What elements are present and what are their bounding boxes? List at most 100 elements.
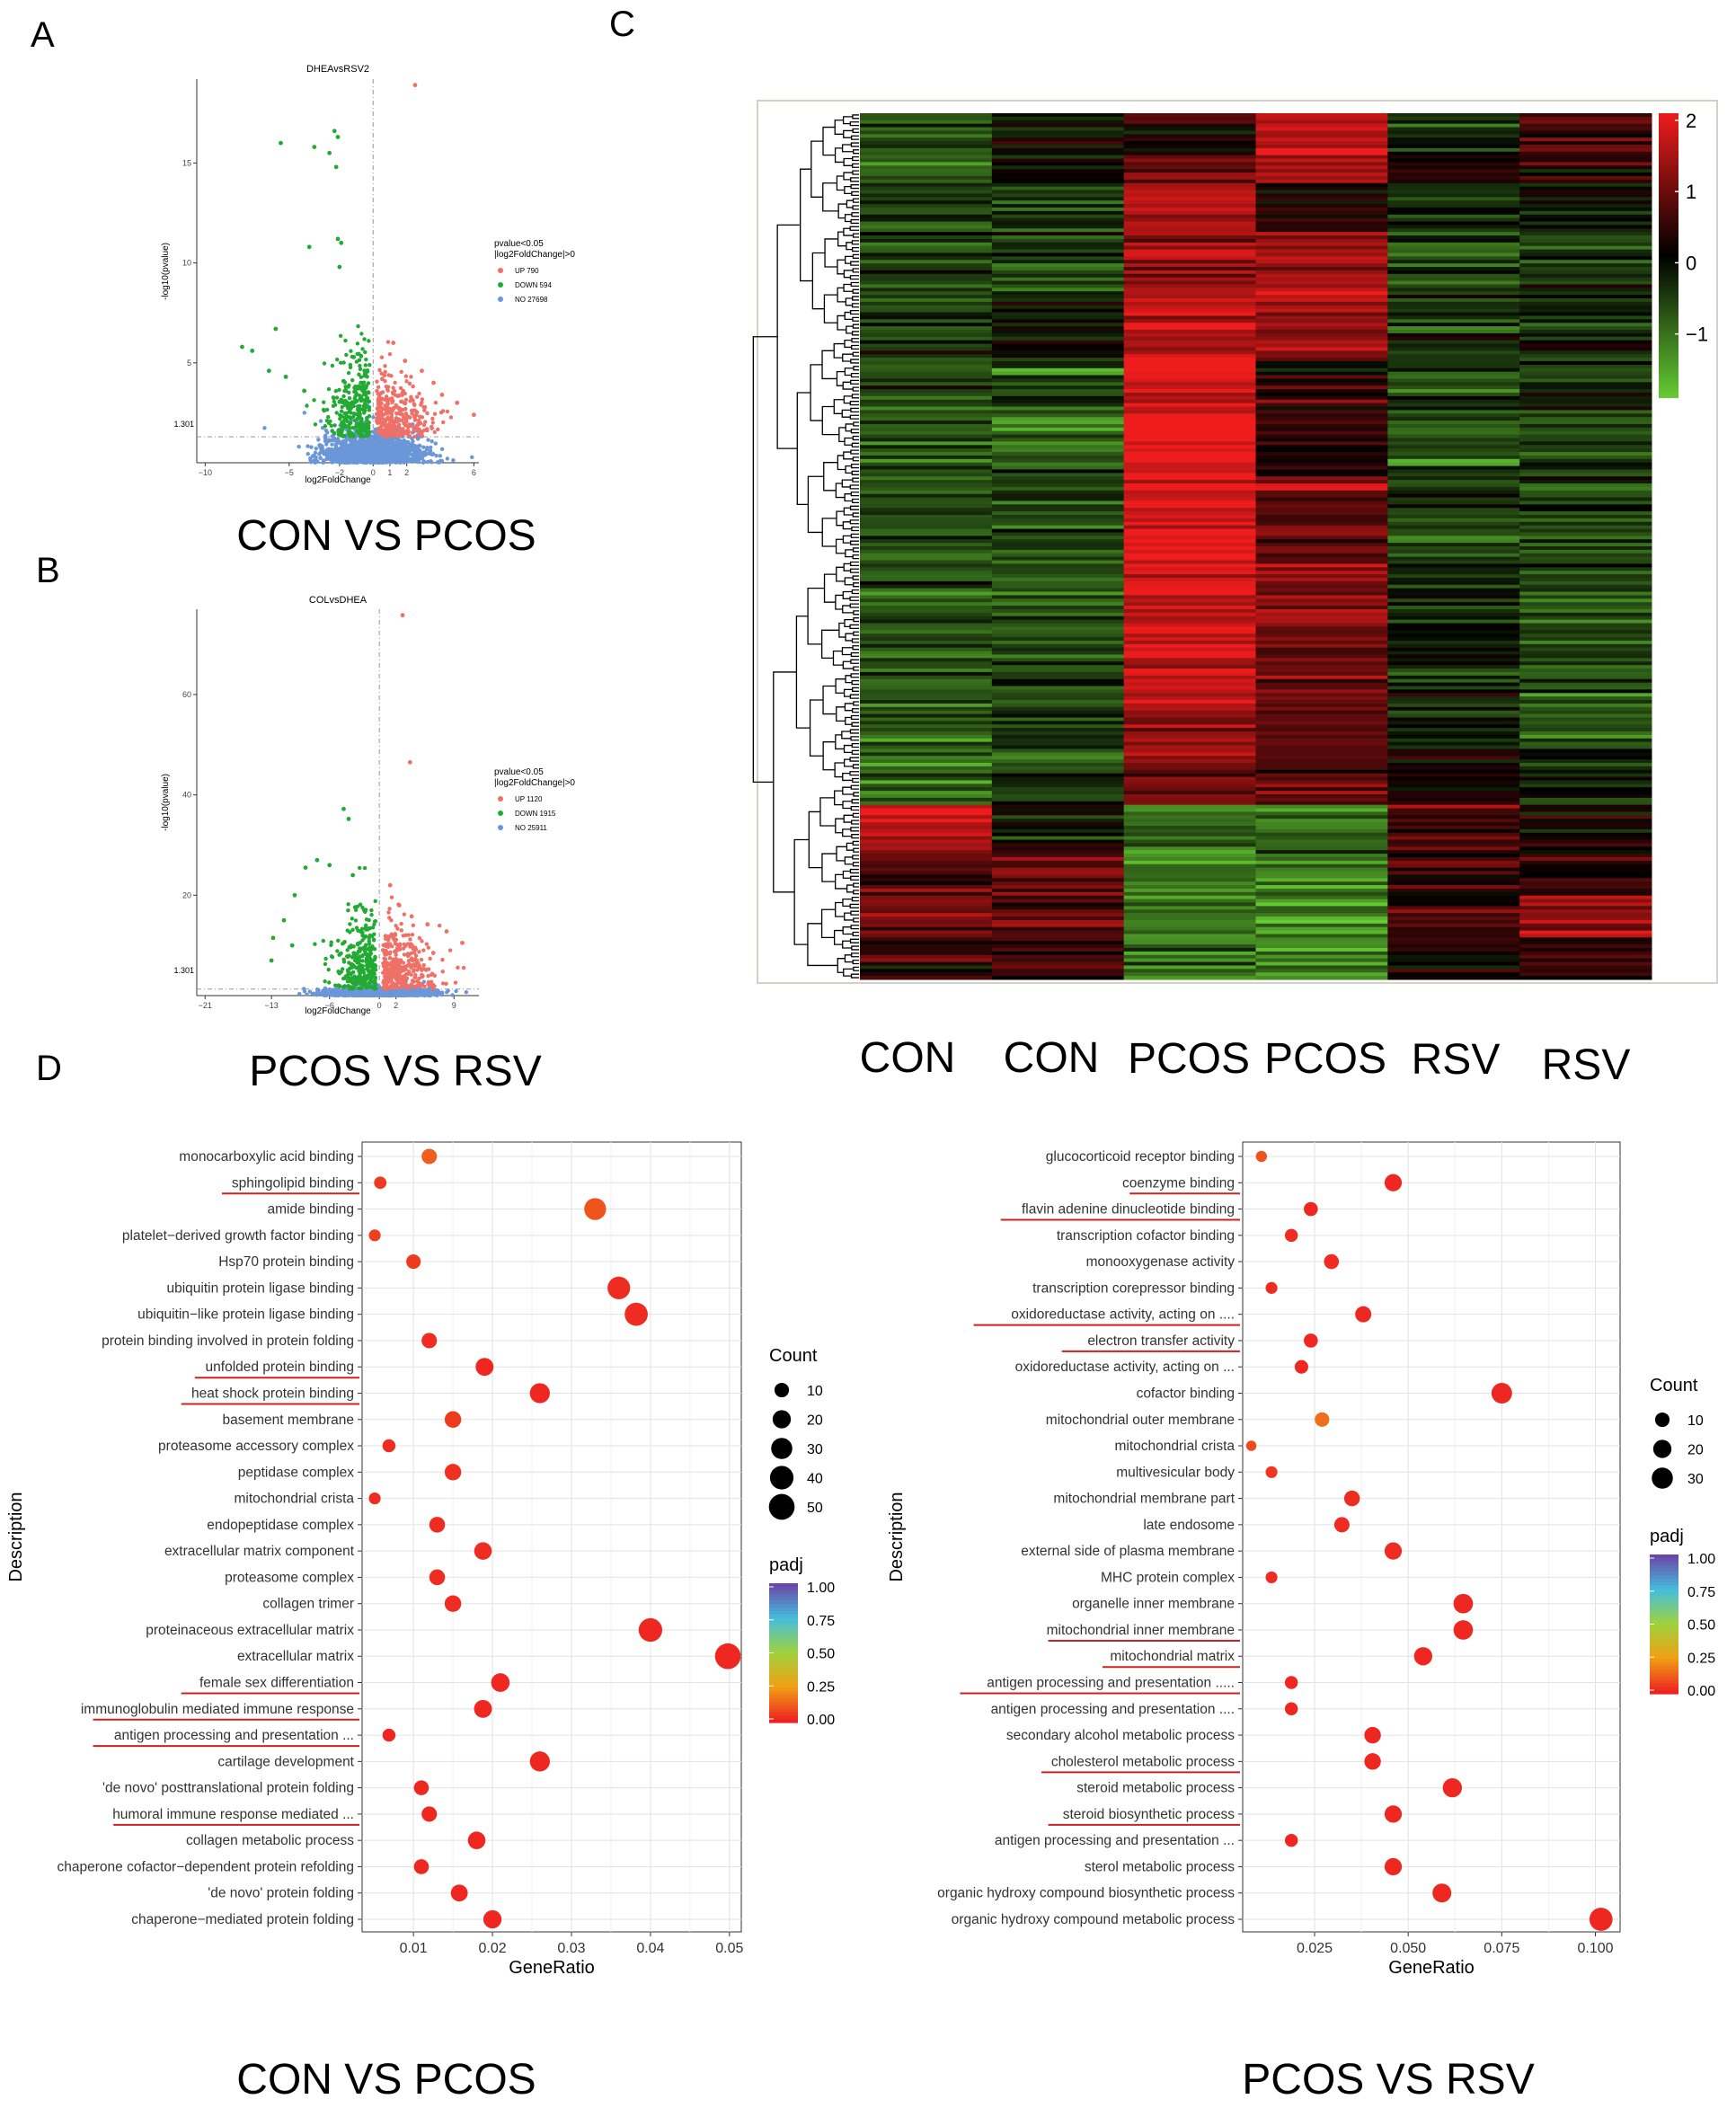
heatmap-cell [860, 421, 993, 425]
volcano-b-point-up [425, 922, 430, 927]
heatmap-cell [1123, 123, 1256, 128]
volcano-a-point-up [402, 401, 406, 405]
volcano-a-point-no [323, 451, 328, 456]
volcano-a-point-up [445, 409, 450, 414]
volcano-a-point-no [420, 456, 424, 461]
volcano-a-point-no [397, 447, 403, 451]
volcano-a-point-down [348, 416, 353, 421]
heatmap-cell [1123, 175, 1256, 181]
volcano-b-point-up [387, 956, 392, 961]
volcano-b-point-down [352, 954, 357, 959]
heatmap-cell [1519, 347, 1652, 351]
volcano-b-point-down [335, 949, 340, 953]
volcano-a-point-no [381, 443, 386, 448]
volcano-b-point-up [399, 921, 403, 926]
heatmap-cell [1255, 242, 1388, 247]
volcano-plot-a: DHEAvsRSV2 -log10(pvalue) log2FoldChange… [161, 64, 575, 560]
volcano-a-point-up [385, 411, 390, 416]
volcano-b-point-down [373, 981, 377, 987]
volcano-b-point-down [362, 934, 367, 939]
volcano-a-point-down [357, 412, 361, 417]
heatmap-cell [1519, 399, 1652, 404]
volcano-b-threshold-label: 1.301 [173, 966, 194, 975]
heatmap-cell [860, 458, 993, 464]
heatmap-cell [860, 315, 993, 320]
heatmap-cell [1387, 200, 1520, 205]
volcano-a-point-up [411, 384, 415, 389]
volcano-a-point-up [383, 429, 387, 433]
heatmap-cell [1519, 473, 1652, 477]
heatmap-cell [860, 434, 993, 438]
volcano-a-point-no [425, 459, 430, 465]
heatmap-cell [1255, 238, 1388, 244]
heatmap-cell [1123, 430, 1256, 436]
volcano-a-threshold-label: 1.301 [173, 420, 194, 429]
heatmap-cell [991, 284, 1125, 288]
heatmap-cell [1255, 162, 1388, 166]
volcano-a-point-up [403, 422, 408, 427]
heatmap-cell [1519, 330, 1652, 334]
volcano-a-point-no [353, 448, 358, 453]
heatmap-cell [1123, 462, 1256, 467]
volcano-a-point-up [402, 390, 406, 394]
heatmap-cell [1123, 169, 1256, 173]
volcano-a-point-down [327, 150, 332, 155]
heatmap-cell [1123, 200, 1256, 205]
volcano-b-point-down [314, 857, 320, 863]
volcano-b-point-up [417, 950, 421, 954]
panel-letter-b: B [36, 551, 60, 590]
heatmap-cell [860, 175, 993, 181]
heatmap-cell [860, 169, 993, 173]
heatmap-cell [991, 455, 1125, 460]
volcano-b-point-down [326, 967, 331, 972]
volcano-b-point-down [366, 926, 371, 931]
heatmap-cell [1519, 430, 1652, 436]
heatmap-cell [991, 173, 1125, 177]
heatmap-cell [1255, 305, 1388, 310]
heatmap-cell [1387, 217, 1520, 222]
volcano-b-point-down [292, 892, 297, 898]
volcano-b-point-up [402, 912, 407, 917]
heatmap-cell [991, 326, 1125, 331]
heatmap-cell [1387, 315, 1520, 320]
heatmap-cell [1255, 385, 1388, 390]
heatmap-cell [1387, 207, 1520, 212]
heatmap-cell [991, 354, 1125, 359]
volcano-a-point-up [403, 406, 408, 412]
heatmap-cell [860, 134, 993, 138]
heatmap-cell [1123, 267, 1256, 271]
heatmap-cell [1255, 413, 1388, 418]
volcano-a-point-down [367, 399, 372, 404]
volcano-a-xtick-label-1: −5 [285, 468, 294, 477]
volcano-a-point-down [347, 396, 352, 401]
heatmap-cell [1255, 204, 1388, 208]
heatmap-cell [1123, 130, 1256, 135]
volcano-b-point-down [364, 917, 369, 922]
volcano-a-point-down [355, 341, 360, 346]
heatmap-cell [1123, 368, 1256, 373]
volcano-b-point-up [460, 940, 465, 945]
heatmap-cell [1123, 406, 1256, 411]
heatmap-cell [991, 315, 1125, 320]
volcano-b-point-down [372, 932, 376, 936]
volcano-a-point-down [344, 415, 349, 421]
heatmap-cell [1519, 358, 1652, 362]
volcano-a-point-no [368, 460, 373, 465]
heatmap-cell [1255, 169, 1388, 173]
volcano-a-point-up [403, 359, 408, 363]
volcano-b-point-down [350, 927, 355, 933]
volcano-a-point-down [353, 394, 358, 398]
heatmap-cell [1387, 295, 1520, 299]
heatmap-cell [1123, 336, 1256, 341]
volcano-b-point-down [368, 933, 372, 938]
volcano-b-point-down [350, 970, 356, 975]
volcano-a-point-no [408, 452, 412, 456]
heatmap-cell [860, 267, 993, 271]
volcano-b-point-up [410, 932, 415, 937]
volcano-b-point-up [421, 966, 426, 971]
volcano-b-point-up [385, 961, 390, 965]
volcano-b-point-down [369, 912, 374, 917]
volcano-a-point-down [358, 421, 362, 426]
volcano-b-point-up [397, 978, 403, 982]
heatmap-cell [1519, 350, 1652, 355]
